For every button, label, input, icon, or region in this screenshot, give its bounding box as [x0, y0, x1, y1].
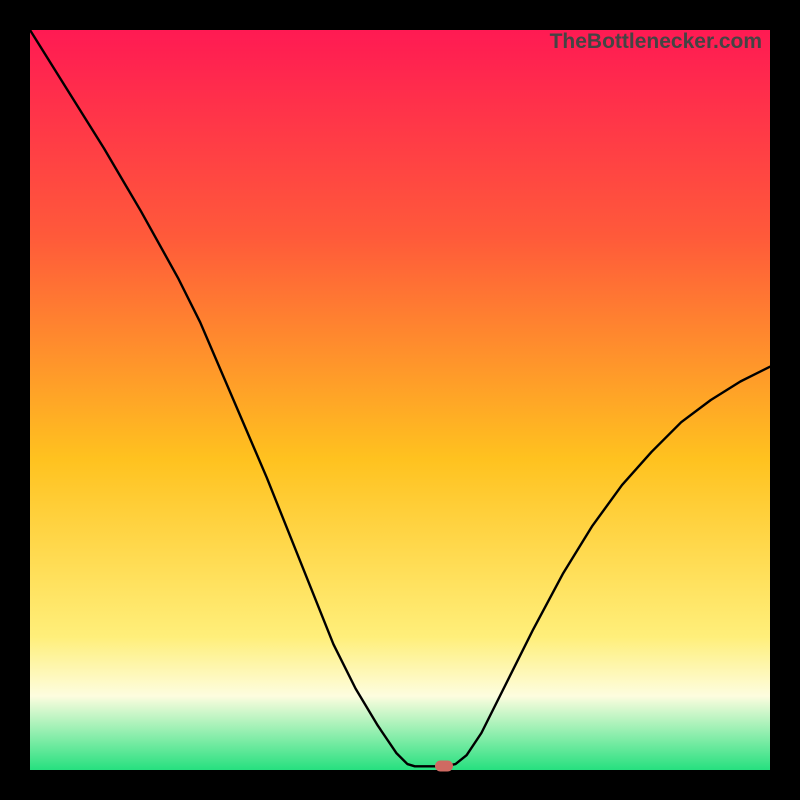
chart-frame: TheBottlenecker.com [0, 0, 800, 800]
bottleneck-curve [30, 30, 770, 770]
watermark-text: TheBottlenecker.com [550, 30, 762, 54]
curve-path [30, 30, 770, 766]
sweet-spot-marker [435, 761, 453, 772]
plot-gradient-area [30, 30, 770, 770]
